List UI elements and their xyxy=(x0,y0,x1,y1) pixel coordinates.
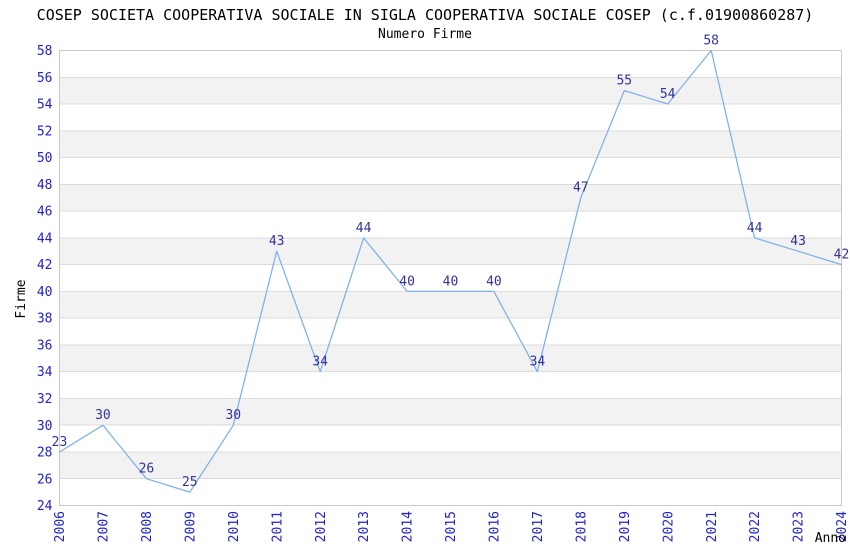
y-tick-label: 52 xyxy=(37,124,53,139)
background-band xyxy=(59,77,842,105)
data-point-label: 30 xyxy=(225,408,241,423)
background-band xyxy=(59,130,842,158)
data-point-label: 54 xyxy=(660,87,676,102)
x-tick-label: 2022 xyxy=(748,511,763,542)
data-point-label: 34 xyxy=(530,355,546,370)
series-line xyxy=(59,49,842,493)
y-tick-label: 42 xyxy=(37,258,53,273)
x-tick-label: 2021 xyxy=(705,511,720,542)
x-axis-label: Anno xyxy=(815,531,846,546)
data-point-label: 43 xyxy=(790,234,806,249)
chart-subtitle: Numero Firme xyxy=(378,27,472,42)
data-point-label: 40 xyxy=(399,274,415,289)
y-tick-label: 58 xyxy=(37,44,53,59)
y-tick-label: 28 xyxy=(37,446,53,461)
x-tick-label: 2017 xyxy=(531,511,546,542)
x-tick-label: 2023 xyxy=(792,511,807,542)
data-point-label: 44 xyxy=(356,221,372,236)
y-tick-label: 54 xyxy=(37,98,53,113)
y-tick-label: 32 xyxy=(37,392,53,407)
x-tick-label: 2019 xyxy=(618,511,633,542)
background-bands xyxy=(59,77,842,479)
y-tick-label: 56 xyxy=(37,71,53,86)
x-tick-label: 2008 xyxy=(140,511,155,542)
x-tick-label: 2010 xyxy=(227,511,242,542)
x-tick-label: 2009 xyxy=(183,511,198,542)
data-point-label: 43 xyxy=(269,234,285,249)
x-tick-label: 2016 xyxy=(487,511,502,542)
data-point-labels: 23 30 26 25 30 43 34 44 40 40 40 34 47 55 54 58 44 43 42 xyxy=(52,34,850,491)
y-tick-label: 30 xyxy=(37,419,53,434)
y-tick-label: 26 xyxy=(37,472,53,487)
gridlines xyxy=(59,76,842,480)
data-point-label: 47 xyxy=(573,181,589,196)
data-point-label: 34 xyxy=(312,355,328,370)
data-point-label: 55 xyxy=(616,74,632,89)
y-axis-tick-labels: 24 26 28 30 32 34 36 38 40 42 44 46 48 50 52 54 56 58 xyxy=(37,44,53,514)
y-tick-label: 24 xyxy=(37,499,53,514)
x-tick-label: 2006 xyxy=(53,511,68,542)
data-point-label: 30 xyxy=(95,408,111,423)
data-point-label: 25 xyxy=(182,475,198,490)
x-tick-label: 2013 xyxy=(357,511,372,542)
data-point-label: 42 xyxy=(834,248,850,263)
background-band xyxy=(59,398,842,426)
y-tick-label: 48 xyxy=(37,178,53,193)
background-band xyxy=(59,451,842,479)
y-tick-label: 46 xyxy=(37,205,53,220)
background-band xyxy=(59,184,842,212)
data-point-label: 44 xyxy=(747,221,763,236)
data-point-label: 26 xyxy=(139,462,155,477)
plot-border xyxy=(59,50,842,506)
data-point-label: 58 xyxy=(703,34,719,49)
x-tick-label: 2020 xyxy=(661,511,676,542)
background-band xyxy=(59,344,842,372)
chart-title: COSEP SOCIETA COOPERATIVA SOCIALE IN SIG… xyxy=(37,6,814,24)
y-tick-label: 34 xyxy=(37,365,53,380)
data-point-label: 40 xyxy=(486,274,502,289)
data-point-label: 40 xyxy=(443,274,459,289)
x-tick-label: 2007 xyxy=(96,511,111,542)
data-point-label: 23 xyxy=(52,435,68,450)
background-band xyxy=(59,291,842,319)
x-tick-label: 2012 xyxy=(314,511,329,542)
x-tick-label: 2018 xyxy=(574,511,589,542)
background-band xyxy=(59,237,842,265)
x-tick-label: 2014 xyxy=(401,511,416,542)
y-tick-label: 36 xyxy=(37,338,53,353)
y-axis-label: Firme xyxy=(14,279,29,318)
x-axis-tick-labels: 2006 2007 2008 2009 2010 2011 2012 2013 2014 2015… xyxy=(53,511,850,542)
y-tick-label: 44 xyxy=(37,231,53,246)
y-tick-label: 38 xyxy=(37,312,53,327)
x-tick-label: 2015 xyxy=(444,511,459,542)
y-tick-label: 50 xyxy=(37,151,53,166)
x-tick-label: 2011 xyxy=(270,511,285,542)
x-tick-label: 2024 xyxy=(835,511,850,542)
y-tick-label: 40 xyxy=(37,285,53,300)
